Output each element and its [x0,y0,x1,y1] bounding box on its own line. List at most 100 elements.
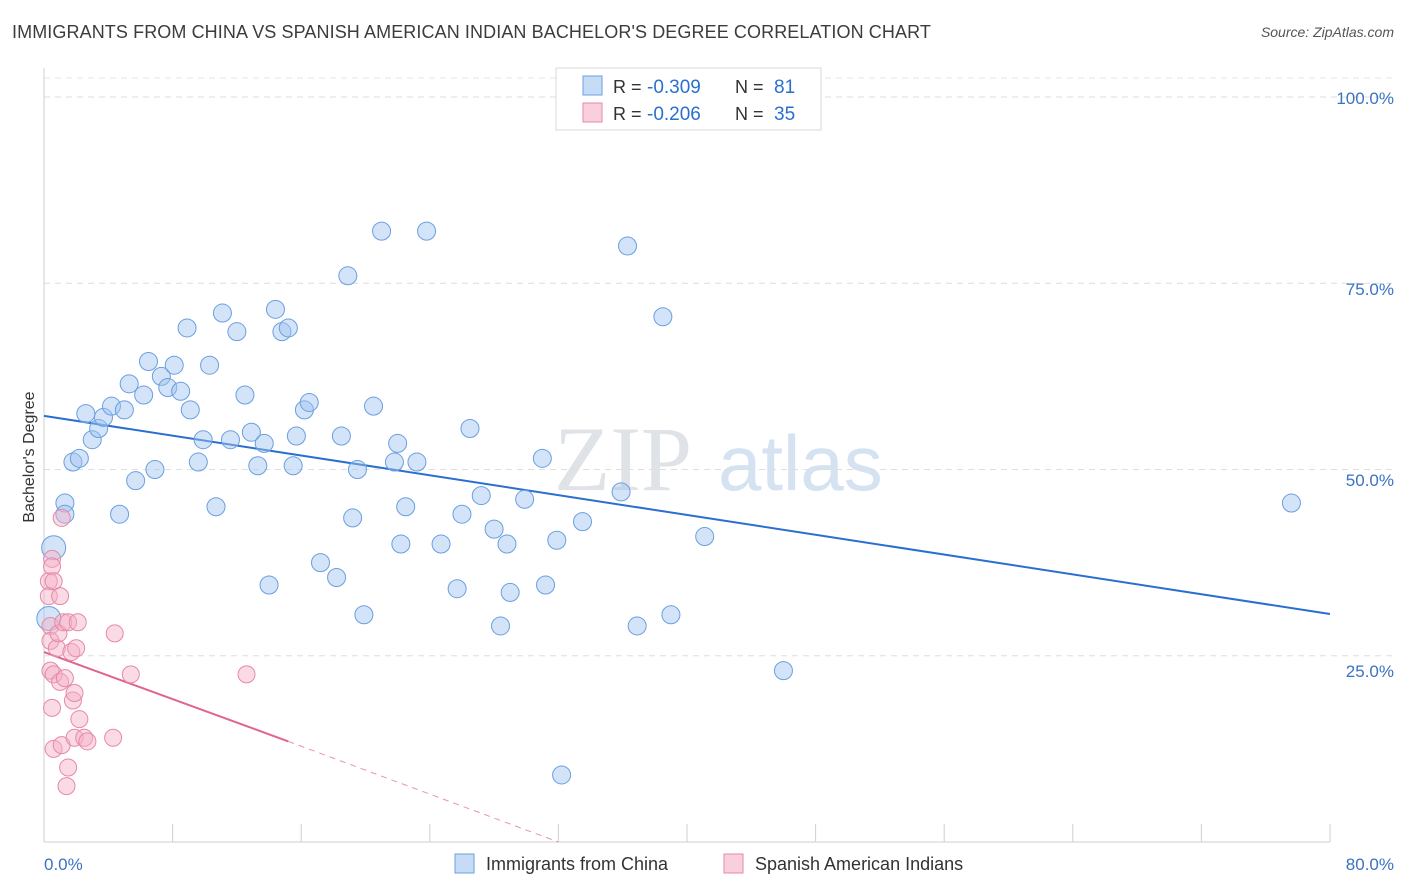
point-china-38 [278,318,298,338]
point-spanish-34 [237,665,256,684]
point-china-33 [248,456,268,476]
point-china-26 [200,355,220,375]
point-china-48 [347,460,367,479]
point-china-5 [69,448,89,468]
point-china-75 [653,307,673,327]
point-spanish-21 [59,613,78,632]
source-label: Source: ZipAtlas.com [1260,24,1394,40]
point-spanish-13 [51,587,70,606]
point-china-12 [114,400,134,420]
point-china-19 [158,378,178,398]
stats-n-label-china: N = [735,77,764,97]
stats-r-value-spanish: -0.206 [647,104,701,125]
stats-r-label-china: R = [613,77,642,97]
point-spanish-27 [68,613,87,632]
point-china-44 [327,568,347,588]
x-tick-label-max: 80.0% [1346,855,1394,874]
point-spanish-32 [105,624,124,643]
point-china-36 [265,299,285,319]
stats-n-value-china: 81 [774,77,795,98]
point-china-42 [299,392,319,412]
point-spanish-30 [78,732,97,751]
watermark-zip: ZIP [554,408,692,510]
point-china-52 [384,452,404,472]
point-spanish-14 [51,672,70,691]
point-china-77 [695,527,715,547]
watermark-atlas: atlas [718,419,883,507]
point-china-58 [431,534,451,554]
data-points [36,221,1301,796]
stats-r-value-china: -0.309 [647,77,701,98]
point-spanish-18 [55,669,74,688]
stats-r-label-spanish: R = [613,104,642,124]
legend-label-china: Immigrants from China [486,854,669,874]
point-china-2 [55,493,75,513]
legend-label-spanish: Spanish American Indians [755,854,963,874]
point-china-80 [552,765,572,785]
point-spanish-26 [67,639,86,658]
stats-legend: R = -0.309 N = 81 R = -0.206 N = 35 [555,67,822,131]
y-tick-label-50: 50.0% [1346,471,1394,490]
point-china-71 [573,512,593,532]
point-china-11 [110,504,130,524]
point-spanish-28 [70,710,89,729]
point-china-69 [536,575,556,595]
point-china-72 [611,482,631,502]
point-spanish-6 [43,557,62,576]
trend-line-spanish [43,651,289,743]
point-spanish-22 [62,643,81,662]
chart-title: IMMIGRANTS FROM CHINA VS SPANISH AMERICA… [12,22,931,42]
point-china-10 [102,396,122,416]
point-spanish-17 [54,613,73,632]
point-china-13 [119,374,139,394]
point-china-73 [618,236,638,256]
point-spanish-11 [47,639,66,658]
point-china-55 [396,497,416,517]
point-china-4 [63,452,83,472]
x-tick-label-min: 0.0% [44,855,83,874]
point-spanish-15 [52,508,71,527]
point-china-68 [532,448,552,468]
point-spanish-7 [43,698,62,717]
point-china-61 [460,419,480,439]
point-china-6 [76,404,96,424]
point-china-20 [164,355,184,375]
point-spanish-20 [59,758,78,777]
point-spanish-0 [39,572,58,591]
point-china-32 [241,422,261,442]
trend-line-china [43,414,1331,616]
point-china-24 [188,452,208,472]
point-china-9 [93,407,113,427]
point-spanish-8 [44,572,63,591]
point-china-25 [193,430,213,450]
y-axis-label: Bachelor's Degree [21,391,38,522]
point-china-54 [391,534,411,554]
point-china-37 [272,322,292,342]
point-china-56 [407,452,427,472]
point-china-23 [180,400,200,420]
point-china-53 [388,433,408,453]
point-china-64 [491,616,511,636]
point-china-28 [212,303,232,323]
point-china-76 [661,605,681,625]
point-spanish-25 [65,684,84,702]
point-china-34 [254,433,274,453]
point-china-22 [177,318,197,338]
point-china-59 [447,579,467,599]
point-china-31 [235,385,255,405]
axes [43,68,1331,843]
legend-swatch-china [454,853,475,874]
legend-swatch-spanish [723,853,744,874]
point-china-16 [138,351,158,371]
point-china-66 [500,582,520,602]
stats-n-label-spanish: N = [735,104,764,124]
point-china-51 [372,221,392,241]
point-china-8 [89,419,109,439]
point-china-15 [134,385,154,405]
point-china-49 [354,605,374,625]
point-spanish-19 [57,777,76,796]
trend-line-spanish-extended [288,740,559,843]
y-tick-label-100: 100.0% [1336,89,1394,108]
point-china-21 [171,381,191,401]
